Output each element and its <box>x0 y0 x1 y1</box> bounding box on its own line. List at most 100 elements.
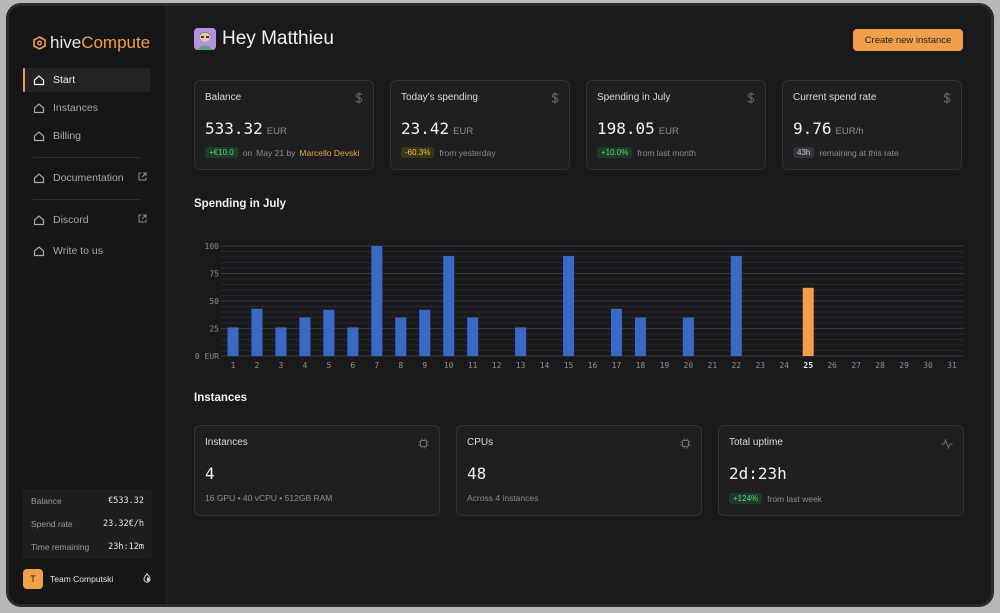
x-tick-label: 20 <box>684 361 694 370</box>
sidebar-item-start[interactable]: Start <box>23 68 151 92</box>
stat-time-remaining: Time remaining 23h:12m <box>31 540 144 554</box>
chip-icon <box>418 436 429 454</box>
bar-day-11 <box>467 317 479 356</box>
account-stats-panel: Balance €533.32 Spend rate 23.32€/h Time… <box>23 489 152 559</box>
activity-icon <box>941 436 953 454</box>
x-tick-label: 10 <box>444 361 454 370</box>
value-number: 198.05 <box>597 119 655 138</box>
x-tick-label: 3 <box>279 361 284 370</box>
card-subline: +€10.0 on May 21 by Marcello Devski <box>205 147 359 158</box>
spending-section-title: Spending in July <box>194 198 287 210</box>
x-tick-label: 17 <box>612 361 622 370</box>
brand-name-part2: Compute <box>81 33 151 52</box>
instances-card: Instances 4 16 GPU • 40 vCPU • 512GB RAM <box>194 425 440 516</box>
card-value: 198.05 EUR <box>597 119 679 138</box>
brand-logo[interactable]: hive Compute <box>33 33 150 53</box>
create-instance-button[interactable]: Create new instance <box>853 29 963 51</box>
x-tick-label: 24 <box>779 361 789 370</box>
stat-label: Spend rate <box>31 519 73 529</box>
x-tick-label: 7 <box>374 361 379 370</box>
dollar-icon <box>747 91 755 109</box>
bar-day-13 <box>515 327 527 356</box>
x-tick-label: 28 <box>875 361 885 370</box>
stat-value: 23h:12m <box>108 542 144 552</box>
sidebar-item-write-to-us[interactable]: Write to us <box>23 239 151 263</box>
x-tick-label: 21 <box>708 361 718 370</box>
value-number: 533.32 <box>205 119 263 138</box>
change-badge: +124% <box>729 493 763 504</box>
today-spending-card: Today's spending 23.42 EUR -60.3% from ye… <box>390 80 570 170</box>
hexagon-icon <box>33 36 46 50</box>
sidebar-item-label: Discord <box>53 214 89 226</box>
team-switcher[interactable]: T Team Computski <box>23 568 152 590</box>
home-icon <box>33 130 47 142</box>
page-title: Hey Matthieu <box>194 28 334 50</box>
x-tick-label: 30 <box>923 361 933 370</box>
note-text: from last month <box>637 147 696 158</box>
bar-day-4 <box>299 317 311 356</box>
sidebar-item-label: Billing <box>53 130 82 142</box>
sidebar-divider <box>33 157 141 158</box>
card-title: Current spend rate <box>793 92 877 103</box>
value-unit: EUR/h <box>835 126 864 137</box>
sidebar-item-billing[interactable]: Billing <box>23 124 151 148</box>
card-value: 9.76 EUR/h <box>793 119 864 138</box>
external-link-icon <box>138 214 147 226</box>
balance-card: Balance 533.32 EUR +€10.0 on May 21 by Ma… <box>194 80 374 170</box>
x-tick-label: 1 <box>231 361 236 370</box>
stat-value: 23.32€/h <box>103 519 144 529</box>
card-title: Total uptime <box>729 437 783 448</box>
bar-day-3 <box>275 327 287 356</box>
team-avatar: T <box>23 569 43 589</box>
x-tick-label: 6 <box>350 361 355 370</box>
card-value: 533.32 EUR <box>205 119 287 138</box>
change-badge: +10.0% <box>597 147 633 158</box>
bar-day-18 <box>634 317 646 356</box>
bar-day-6 <box>347 327 359 356</box>
value-number: 9.76 <box>793 119 832 138</box>
x-tick-label: 11 <box>468 361 478 370</box>
dollar-icon <box>943 91 951 109</box>
bar-day-10 <box>443 255 455 356</box>
team-name: Team Computski <box>50 574 114 584</box>
bar-day-1 <box>227 327 239 356</box>
x-tick-label: 18 <box>636 361 646 370</box>
card-title: Instances <box>205 437 248 448</box>
x-tick-label: 31 <box>947 361 957 370</box>
theme-toggle-icon[interactable] <box>142 573 152 585</box>
x-tick-label: 26 <box>827 361 837 370</box>
x-tick-label: 25 <box>803 361 813 370</box>
sidebar-item-discord[interactable]: Discord <box>23 208 151 232</box>
instances-section-title: Instances <box>194 392 248 404</box>
bar-day-22 <box>730 255 742 356</box>
sidebar-item-label: Start <box>53 74 76 86</box>
sidebar-item-label: Documentation <box>53 172 124 184</box>
x-tick-label: 12 <box>492 361 502 370</box>
sidebar-item-label: Instances <box>53 102 98 114</box>
y-tick-label: 25 <box>209 325 219 334</box>
bar-day-25 <box>802 287 814 356</box>
x-tick-label: 2 <box>255 361 260 370</box>
card-title: Today's spending <box>401 92 478 103</box>
stat-label: Time remaining <box>31 542 90 552</box>
change-badge: -60.3% <box>401 147 435 158</box>
spend-rate-card: Current spend rate 9.76 EUR/h 43h remaini… <box>782 80 962 170</box>
sidebar-item-documentation[interactable]: Documentation <box>23 166 151 190</box>
sidebar-item-instances[interactable]: Instances <box>23 96 151 120</box>
cpus-card: CPUs 48 Across 4 instances <box>456 425 702 516</box>
card-subline: -60.3% from yesterday <box>401 147 496 158</box>
user-link[interactable]: Marcello Devski <box>299 147 360 158</box>
x-tick-label: 4 <box>302 361 307 370</box>
value-number: 23.42 <box>401 119 450 138</box>
value-unit: EUR <box>658 126 679 137</box>
bar-day-20 <box>682 317 694 356</box>
bar-day-15 <box>563 255 575 356</box>
change-badge: +€10.0 <box>205 147 238 158</box>
stat-spend-rate: Spend rate 23.32€/h <box>31 517 144 531</box>
card-subline: 16 GPU • 40 vCPU • 512GB RAM <box>205 493 332 503</box>
note-text: remaining at this rate <box>819 147 899 158</box>
home-icon <box>33 172 47 184</box>
bar-day-8 <box>395 317 407 356</box>
x-tick-label: 8 <box>398 361 403 370</box>
